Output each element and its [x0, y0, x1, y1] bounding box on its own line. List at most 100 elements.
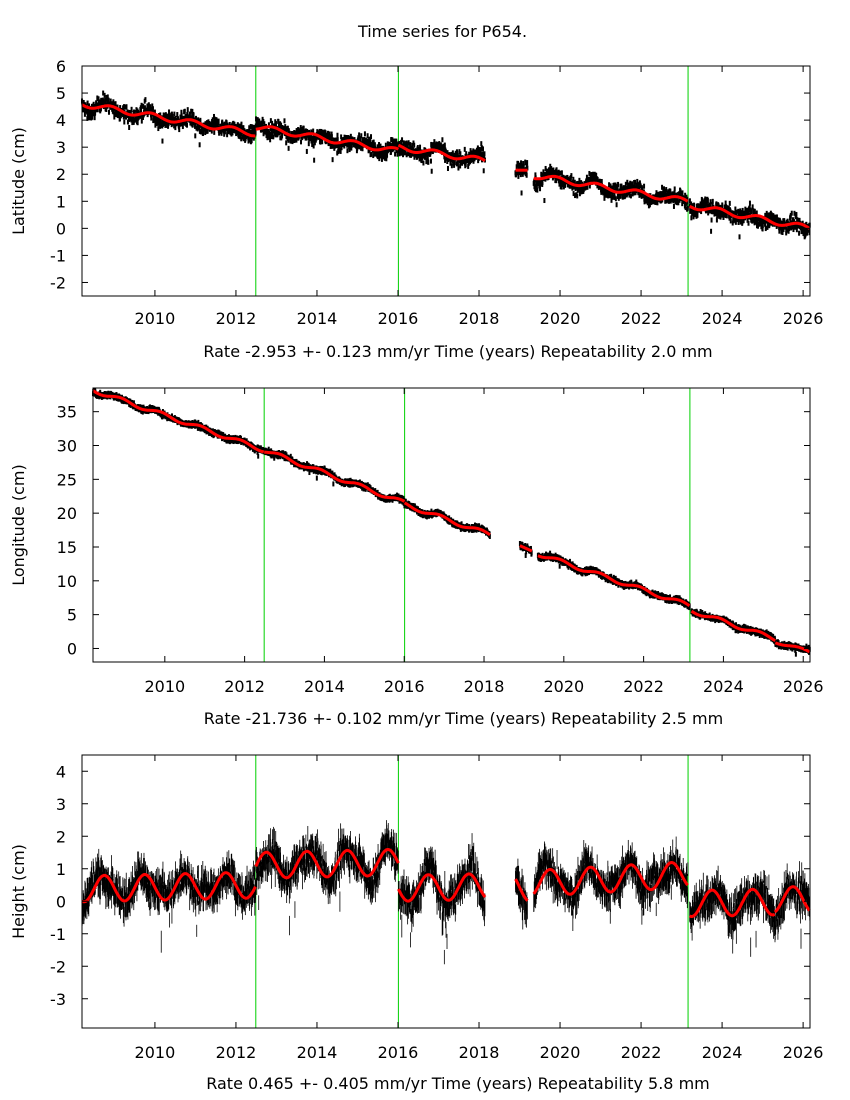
data-point: [88, 115, 91, 121]
data-point: [336, 132, 339, 138]
data-point: [271, 120, 274, 126]
data-point: [238, 123, 241, 129]
data-point: [741, 219, 744, 225]
data-point: [764, 221, 767, 227]
data-point: [171, 413, 174, 419]
data-point: [157, 126, 160, 132]
data-point: [114, 101, 117, 107]
data-point: [678, 197, 681, 203]
data-point: [311, 138, 314, 144]
data-point: [91, 114, 94, 120]
data-point: [305, 148, 308, 154]
data-point: [330, 131, 333, 137]
data-point: [331, 157, 334, 163]
data-point: [86, 100, 89, 106]
data-point: [611, 191, 614, 197]
data-point: [101, 102, 104, 108]
data-point: [86, 115, 89, 121]
data-point: [378, 142, 381, 148]
data-point: [526, 160, 529, 166]
data-point: [151, 103, 154, 109]
data-point: [116, 104, 119, 110]
data-point: [733, 211, 736, 217]
data-point: [678, 191, 681, 197]
data-point: [271, 131, 274, 137]
data-point: [197, 419, 200, 425]
data-point: [129, 110, 132, 116]
data-point: [164, 122, 167, 128]
data-point: [785, 226, 788, 232]
data-point: [542, 169, 545, 175]
data-point: [628, 192, 631, 198]
data-point: [451, 150, 454, 156]
data-point: [150, 115, 153, 121]
data-point: [287, 128, 290, 134]
data-point: [464, 162, 467, 168]
data-point: [709, 204, 712, 210]
data-point: [613, 194, 616, 200]
fit-curve: [255, 125, 400, 152]
data-point: [564, 182, 567, 188]
data-point: [677, 200, 680, 206]
data-point: [784, 224, 787, 230]
data-point: [340, 145, 343, 151]
data-point: [250, 131, 253, 137]
data-point: [771, 214, 774, 220]
data-point: [176, 112, 179, 118]
data-point: [579, 186, 582, 192]
data-point: [194, 133, 197, 139]
data-point: [524, 552, 527, 558]
data-point: [572, 179, 575, 185]
data-point: [471, 157, 474, 163]
data-point: [622, 194, 625, 200]
data-point: [729, 208, 732, 214]
data-point: [256, 120, 259, 126]
data-point: [574, 193, 577, 199]
data-point: [210, 128, 213, 134]
data-point: [715, 209, 718, 215]
data-point: [99, 106, 102, 112]
data-point: [636, 182, 639, 188]
data-point: [379, 143, 382, 149]
data-point: [140, 107, 143, 113]
data-point: [727, 205, 730, 211]
x-tick-label: 2022: [621, 309, 662, 328]
data-point: [104, 98, 107, 104]
y-tick-label: 3: [56, 138, 66, 157]
data-point: [280, 122, 283, 128]
data-point: [267, 122, 270, 128]
data-point: [393, 138, 396, 144]
data-point: [521, 171, 524, 177]
data-point: [97, 96, 100, 102]
data-point: [366, 133, 369, 139]
data-point: [345, 134, 348, 140]
data-point: [253, 448, 256, 454]
data-point: [107, 109, 110, 115]
data-point: [788, 224, 791, 230]
data-point: [257, 124, 260, 130]
data-point: [696, 212, 699, 218]
fit-curve: [397, 143, 486, 162]
data-point: [392, 141, 395, 147]
data-point: [429, 158, 432, 164]
data-point: [227, 129, 230, 135]
data-point: [526, 165, 529, 171]
data-point: [272, 134, 275, 140]
data-point: [794, 224, 797, 230]
data-point: [560, 170, 563, 176]
data-point: [168, 109, 171, 115]
data-point: [610, 197, 613, 203]
data-point: [180, 112, 183, 118]
data-point: [426, 155, 429, 161]
data-point: [690, 215, 693, 221]
data-point: [519, 163, 522, 169]
data-point: [297, 127, 300, 133]
data-point: [363, 131, 366, 137]
data-point: [625, 186, 628, 192]
data-point: [409, 142, 412, 148]
data-point: [237, 123, 240, 129]
data-point: [525, 549, 528, 555]
data-point: [349, 133, 352, 139]
data-point: [737, 219, 740, 225]
data-point: [615, 202, 618, 208]
